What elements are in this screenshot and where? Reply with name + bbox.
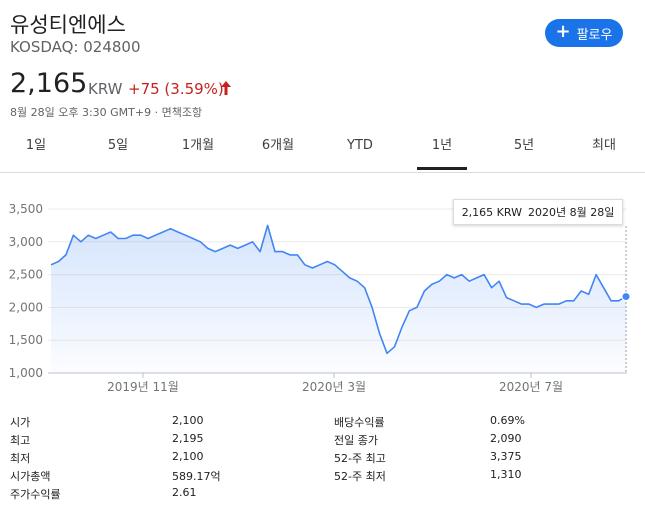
stat-open: 시가 2,100 — [10, 414, 310, 432]
stat-pe-ratio: 주가수익률 2.61 — [10, 486, 310, 504]
chart-tooltip: 2,165 KRW 2020년 8월 28일 — [453, 199, 623, 225]
stat-label: 52-주 최저 — [334, 470, 386, 483]
stat-52w-low: 52-주 최저 1,310 — [334, 468, 634, 486]
stat-low: 최저 2,100 — [10, 450, 310, 468]
tab-label: 1일 — [25, 138, 47, 153]
stat-value: 0.69% — [490, 414, 525, 427]
stat-dividend-yield: 배당수익률 0.69% — [334, 414, 634, 432]
tooltip-date: 2020년 8월 28일 — [527, 206, 615, 219]
follow-label: 팔로우 — [576, 27, 613, 43]
ticker-symbol: KOSDAQ: 024800 — [10, 38, 141, 56]
price-chart[interactable]: 3,500 3,000 2,500 2,000 1,500 1,000 2019년 11월… — [0, 190, 645, 400]
tab-1y[interactable]: 1년 — [417, 130, 467, 170]
y-tick-label: 3,500 — [9, 202, 43, 216]
tooltip-price: 2,165 KRW — [461, 205, 522, 219]
stat-value: 2,100 — [172, 414, 204, 427]
stat-high: 최고 2,195 — [10, 432, 310, 450]
plus-icon: + — [555, 21, 571, 42]
currency-label: KRW — [88, 80, 123, 98]
stat-value: 2.61 — [172, 486, 197, 499]
y-tick-label: 3,000 — [9, 235, 43, 249]
tab-label: 최대 — [592, 138, 616, 153]
y-tick-label: 2,000 — [9, 300, 43, 314]
stat-value: 2,090 — [490, 432, 522, 445]
current-point — [621, 292, 631, 302]
current-price: 2,165 — [10, 68, 88, 99]
tab-label: 5일 — [107, 138, 129, 153]
tab-max[interactable]: 최대 — [578, 130, 630, 170]
stat-label: 52-주 최고 — [334, 452, 386, 465]
stat-label: 최고 — [10, 434, 31, 447]
tab-label: 6개월 — [261, 138, 295, 153]
price-area — [51, 225, 626, 373]
price-line — [50, 224, 627, 355]
range-tabs: 1일 5일 1개월 6개월 YTD 1년 5년 최대 — [0, 130, 645, 172]
stat-label: 시가총액 — [10, 470, 51, 483]
stat-label: 최저 — [10, 452, 31, 465]
x-tick-label: 2020년 3월 — [302, 380, 366, 394]
tab-label: 5년 — [513, 138, 535, 153]
arrow-up-icon — [221, 81, 231, 95]
stat-value: 3,375 — [490, 450, 522, 463]
y-tick-label: 1,500 — [9, 333, 43, 347]
stat-value: 2,195 — [172, 432, 204, 445]
stat-label: 주가수익률 — [10, 488, 61, 501]
stat-label: 시가 — [10, 416, 31, 429]
tab-5y[interactable]: 5년 — [498, 130, 550, 170]
active-tab-indicator — [417, 167, 467, 170]
stat-52w-high: 52-주 최고 3,375 — [334, 450, 634, 468]
tab-5d[interactable]: 5일 — [92, 130, 144, 170]
stat-value: 2,100 — [172, 450, 204, 463]
tab-ytd[interactable]: YTD — [334, 130, 386, 170]
stat-prev-close: 전일 종가 2,090 — [334, 432, 634, 450]
stat-label: 전일 종가 — [334, 434, 378, 447]
tab-1d[interactable]: 1일 — [10, 130, 62, 170]
stat-label: 배당수익률 — [334, 416, 385, 429]
tab-label: 1개월 — [181, 138, 215, 153]
market-timestamp: 8월 28일 오후 3:30 GMT+9 · 면책조항 — [10, 106, 203, 119]
tab-divider — [0, 172, 645, 173]
price-change: +75 (3.59%) — [128, 80, 224, 98]
company-name: 유성티엔에스 — [10, 13, 126, 37]
tab-6m[interactable]: 6개월 — [252, 130, 304, 170]
tab-label: 1년 — [431, 138, 453, 153]
stat-market-cap: 시가총액 589.17억 — [10, 468, 310, 486]
y-tick-label: 1,000 — [9, 366, 43, 380]
tab-label: YTD — [347, 138, 373, 153]
follow-button[interactable]: + 팔로우 — [545, 19, 623, 47]
x-tick-label: 2019년 11월 — [107, 380, 179, 394]
tab-1m[interactable]: 1개월 — [172, 130, 224, 170]
stat-value: 1,310 — [490, 468, 522, 481]
x-tick-label: 2020년 7월 — [499, 380, 563, 394]
y-tick-label: 2,500 — [9, 268, 43, 282]
stat-value: 589.17억 — [172, 470, 221, 483]
